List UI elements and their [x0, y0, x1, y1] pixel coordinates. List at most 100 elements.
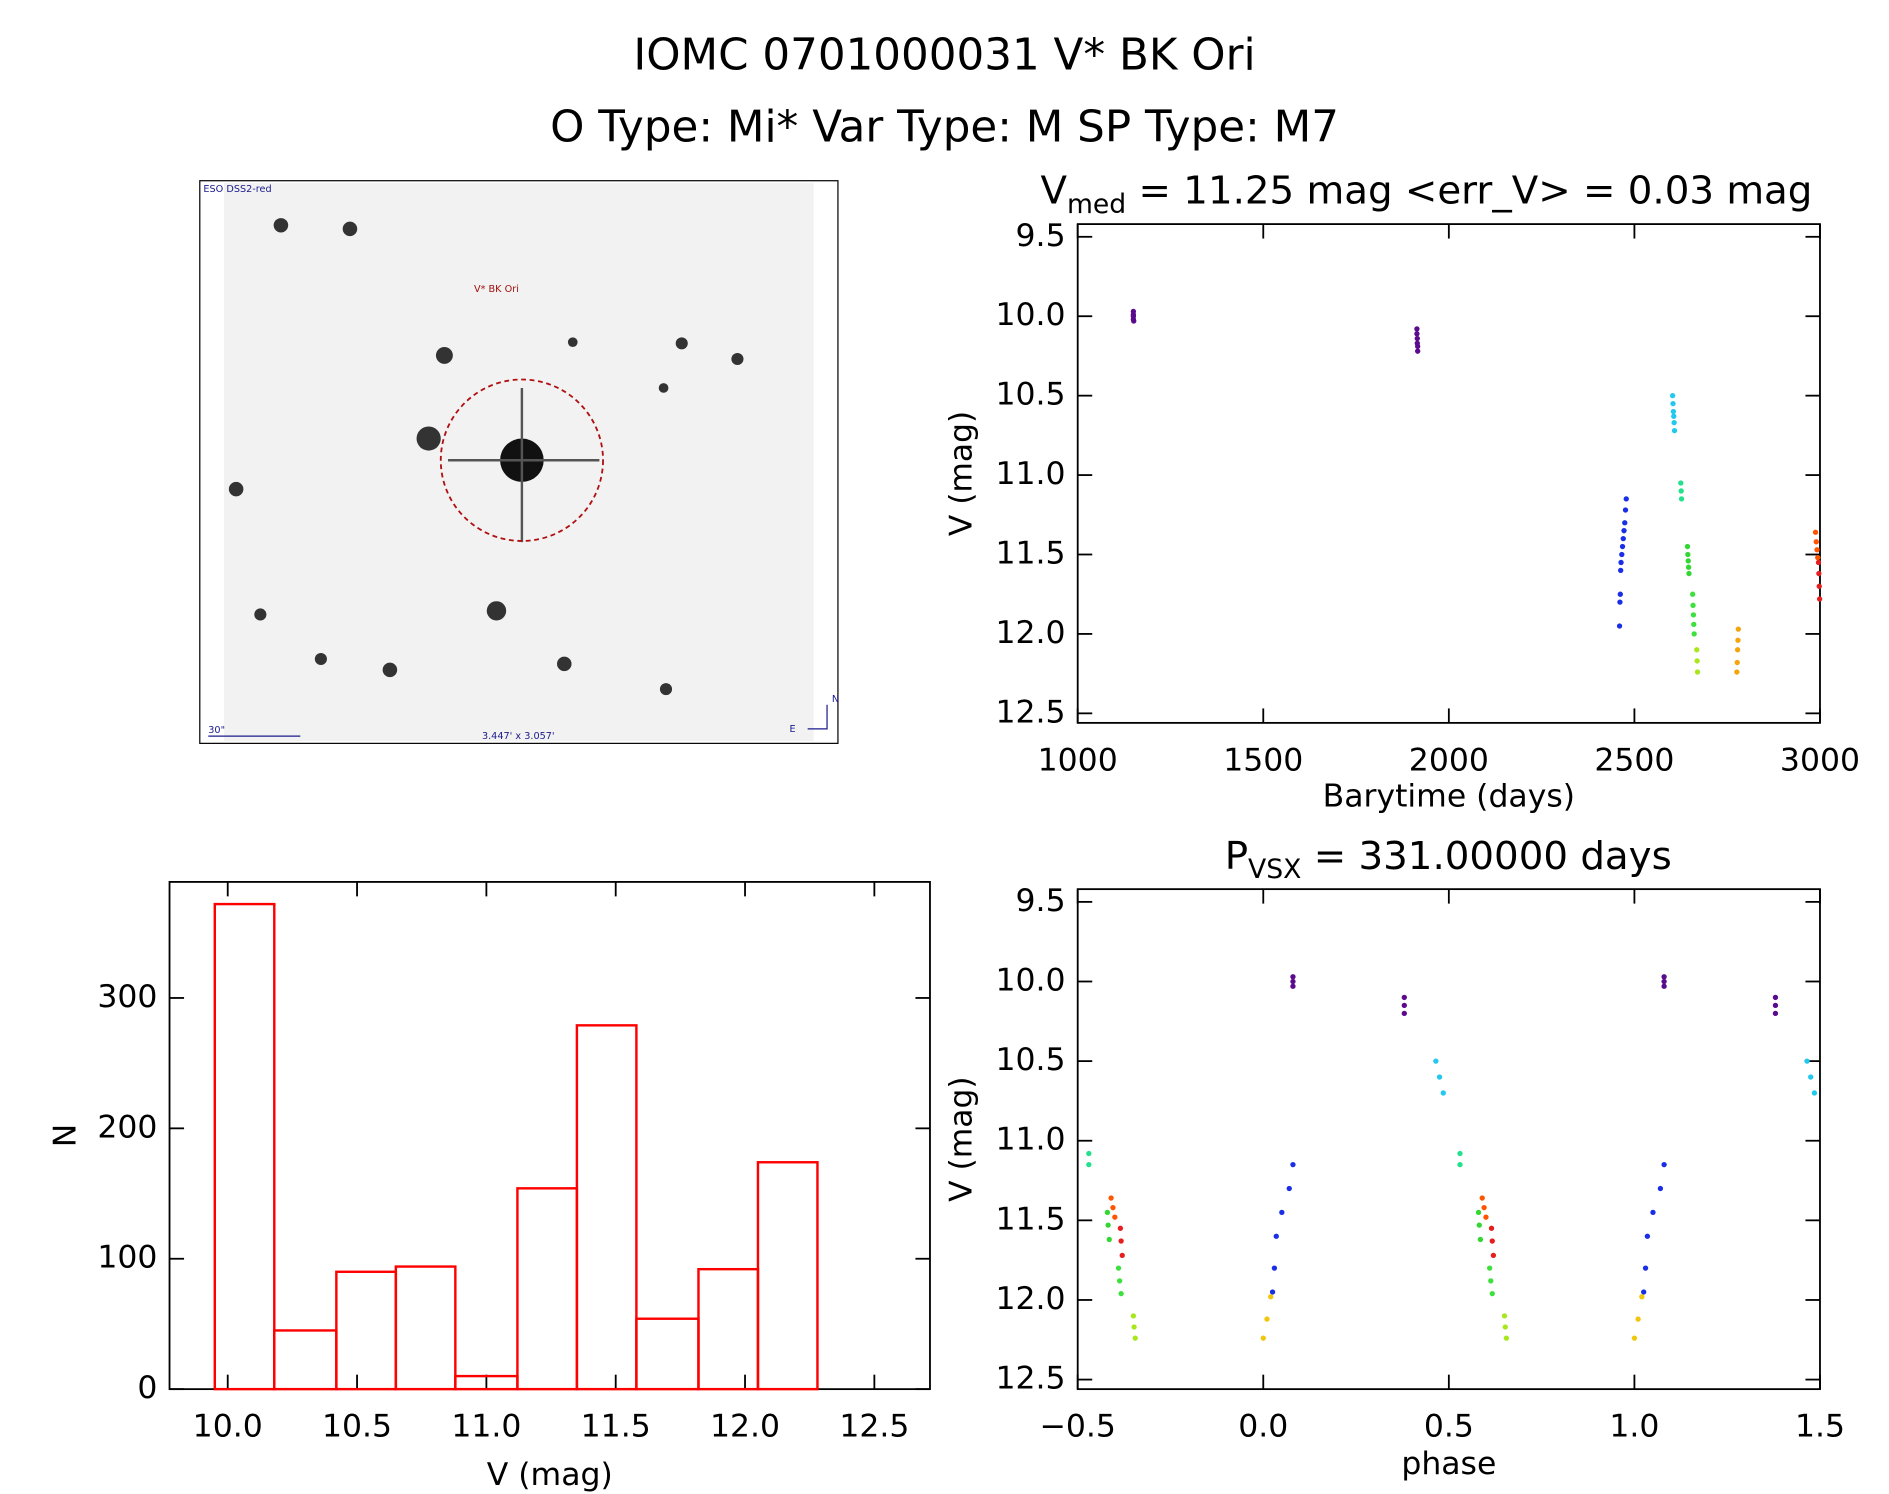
data-point [1115, 1265, 1122, 1271]
data-point [1269, 1289, 1276, 1295]
data-point [1617, 591, 1623, 597]
data-point [1118, 1290, 1124, 1297]
title-subscript: med [1067, 188, 1126, 219]
data-point [1661, 983, 1667, 989]
data-point [1487, 1265, 1493, 1271]
histogram-bar [394, 1265, 457, 1391]
data-point [1401, 1002, 1407, 1009]
sky-image: ESO DSS2-red V* BK Ori 30" 3.447' x 3.05… [199, 180, 839, 744]
data-point [1290, 1161, 1296, 1168]
y-tick-label: 10.0 [996, 963, 1066, 999]
histogram-bar [273, 1329, 338, 1391]
data-point [1290, 983, 1296, 989]
data-point [1735, 637, 1741, 643]
data-point [1475, 1209, 1482, 1216]
y-tick-label: 10.5 [996, 1042, 1066, 1078]
data-point [1457, 1161, 1463, 1168]
data-point [1670, 408, 1677, 415]
data-point [1086, 1161, 1092, 1168]
y-axis-label: N [48, 1124, 84, 1147]
x-tick-label: 1.5 [1795, 1409, 1845, 1445]
data-point [1639, 1294, 1645, 1300]
data-point [1488, 1278, 1494, 1284]
data-point [1694, 669, 1701, 675]
data-point [1804, 1058, 1810, 1064]
x-axis-label: V (mag) [487, 1457, 613, 1493]
data-point [1503, 1335, 1510, 1341]
data-point [1678, 480, 1684, 486]
x-tick-label: 11.0 [451, 1409, 521, 1445]
data-point [1415, 348, 1421, 354]
data-point [1641, 1289, 1647, 1295]
data-point [1271, 1265, 1278, 1271]
data-point [1433, 1058, 1439, 1064]
main-title: IOMC 0701000031 V* BK Ori [633, 30, 1255, 80]
data-point [1260, 1335, 1266, 1341]
title-subscript: VSX [1248, 853, 1301, 884]
data-point [1678, 496, 1685, 502]
data-point [1684, 543, 1691, 550]
title-rest: = 331.00000 days [1301, 833, 1671, 878]
x-tick-label: −0.5 [1039, 1409, 1115, 1445]
target-label: V* BK Ori [474, 284, 519, 295]
data-point [1772, 1002, 1779, 1009]
title-rest: = 11.25 mag <err_V> = 0.03 mag [1126, 168, 1812, 213]
y-tick-label: 12.5 [996, 1361, 1066, 1397]
data-point [1631, 1335, 1638, 1341]
data-point [1117, 1225, 1124, 1231]
data-point [1622, 507, 1629, 513]
y-tick-label: 200 [97, 1109, 157, 1145]
y-tick-label: 11.5 [996, 1201, 1066, 1237]
scale-label: 30" [208, 725, 225, 736]
data-point [1812, 529, 1819, 535]
y-tick-label: 12.0 [996, 1281, 1066, 1317]
x-tick-label: 3000 [1780, 742, 1860, 778]
data-point [1686, 570, 1692, 577]
data-point [1690, 612, 1697, 618]
data-point [1414, 326, 1420, 332]
x-tick-label: 12.5 [839, 1409, 909, 1445]
data-point [1670, 400, 1676, 407]
data-point [1286, 1185, 1292, 1192]
data-point [1477, 1236, 1484, 1243]
data-point [1290, 974, 1296, 980]
data-point [1816, 570, 1822, 577]
data-point [1414, 331, 1420, 337]
data-point [1685, 551, 1691, 558]
size-label: 3.447' x 3.057' [482, 731, 555, 742]
histogram-bar [697, 1267, 760, 1391]
data-point [1691, 621, 1697, 628]
data-point [1815, 555, 1821, 561]
data-point [1650, 1209, 1656, 1216]
data-point [1694, 658, 1700, 664]
data-point [1618, 559, 1624, 566]
data-point [1264, 1316, 1270, 1322]
x-tick-label: 10.5 [322, 1409, 392, 1445]
data-point [1691, 631, 1697, 637]
data-point [1490, 1252, 1497, 1259]
data-point [1489, 1238, 1495, 1244]
data-point [1415, 343, 1421, 350]
data-point [1622, 520, 1628, 526]
data-point [1661, 974, 1667, 980]
data-point [1118, 1238, 1124, 1244]
histogram-bar [756, 1161, 819, 1391]
histogram-bar [575, 1024, 638, 1391]
data-point [1132, 1335, 1138, 1341]
plot-frame [168, 881, 931, 1391]
histogram-bar [335, 1270, 398, 1391]
data-point [1106, 1236, 1112, 1243]
data-point [1671, 420, 1677, 426]
data-point [1488, 1225, 1495, 1231]
data-point [1619, 543, 1626, 550]
data-point [1734, 669, 1740, 675]
data-point [1661, 1161, 1667, 1168]
east-label: E [790, 724, 796, 735]
data-point [1112, 1214, 1118, 1220]
data-point [1685, 558, 1691, 564]
x-tick-label: 2000 [1409, 742, 1489, 778]
data-point [1635, 1316, 1641, 1322]
data-point [1811, 1090, 1818, 1096]
data-point [1815, 559, 1822, 566]
data-point [1401, 994, 1407, 1001]
